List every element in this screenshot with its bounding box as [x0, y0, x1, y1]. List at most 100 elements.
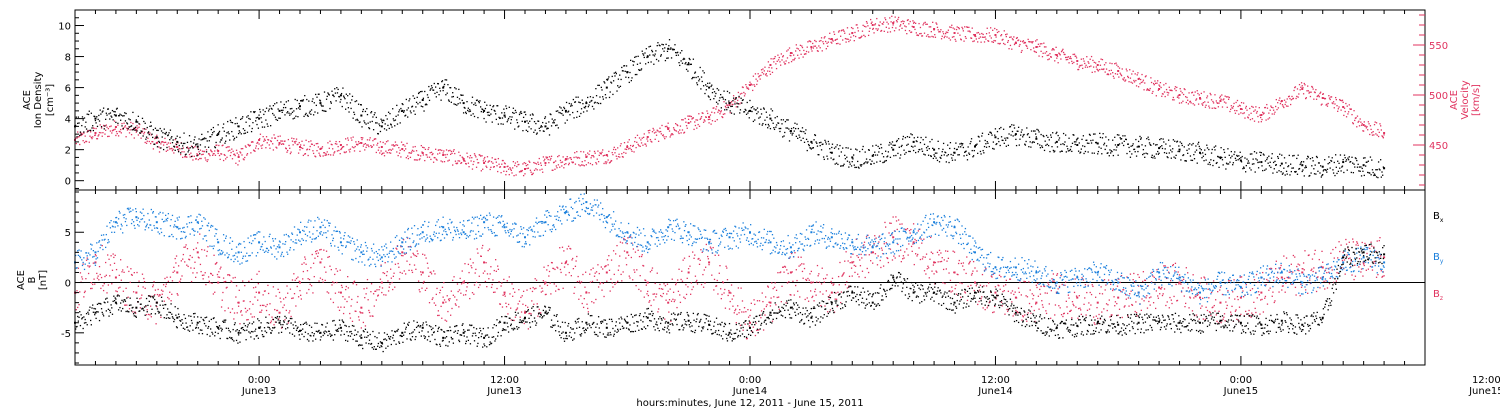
velocity-dot: [194, 146, 195, 147]
density-dot: [717, 103, 718, 104]
density-dot: [1372, 169, 1373, 170]
density-dot: [979, 140, 980, 141]
bz-dot: [286, 310, 287, 311]
velocity-dot: [656, 135, 657, 136]
density-dot: [831, 147, 832, 148]
velocity-dot: [745, 93, 746, 94]
velocity-dot: [1282, 104, 1283, 105]
velocity-dot: [878, 28, 879, 29]
velocity-dot: [481, 170, 482, 171]
velocity-dot: [279, 143, 280, 144]
velocity-dot: [125, 136, 126, 137]
bz-dot: [666, 293, 667, 294]
velocity-dot: [558, 164, 559, 165]
velocity-dot: [977, 41, 978, 42]
velocity-dot: [389, 152, 390, 153]
density-dot: [1167, 157, 1168, 158]
velocity-dot: [476, 167, 477, 168]
velocity-dot: [1229, 111, 1230, 112]
density-dot: [943, 143, 944, 144]
bz-dot: [249, 308, 250, 309]
velocity-dot: [952, 37, 953, 38]
bz-dot: [149, 314, 150, 315]
velocity-dot: [484, 157, 485, 158]
bz-dot: [579, 281, 580, 282]
velocity-dot: [1255, 109, 1256, 110]
bz-dot: [514, 292, 515, 293]
bz-dot: [392, 289, 393, 290]
velocity-dot: [837, 39, 838, 40]
bz-dot: [223, 277, 224, 278]
density-dot: [257, 117, 258, 118]
bz-dot: [201, 249, 202, 250]
bz-dot: [416, 256, 417, 257]
density-dot: [267, 126, 268, 127]
bz-dot: [106, 292, 107, 293]
bz-dot: [292, 279, 293, 280]
velocity-dot: [1046, 51, 1047, 52]
density-dot: [451, 102, 452, 103]
density-dot: [1186, 160, 1187, 161]
bz-dot: [364, 297, 365, 298]
velocity-dot: [933, 29, 934, 30]
velocity-dot: [320, 156, 321, 157]
velocity-dot: [1240, 112, 1241, 113]
density-dot: [368, 123, 369, 124]
velocity-dot: [158, 146, 159, 147]
velocity-dot: [368, 144, 369, 145]
velocity-dot: [1006, 33, 1007, 34]
bz-dot: [100, 274, 101, 275]
velocity-dot: [510, 169, 511, 170]
density-dot: [462, 100, 463, 101]
density-dot: [906, 145, 907, 146]
density-dot: [640, 63, 641, 64]
density-dot: [357, 120, 358, 121]
velocity-dot: [478, 162, 479, 163]
velocity-dot: [795, 50, 796, 51]
velocity-dot: [1100, 59, 1101, 60]
density-dot: [648, 62, 649, 63]
bz-dot: [291, 298, 292, 299]
density-dot: [1093, 133, 1094, 134]
velocity-dot: [805, 53, 806, 54]
velocity-dot: [196, 153, 197, 154]
density-dot: [389, 128, 390, 129]
density-dot: [361, 104, 362, 105]
density-dot: [243, 128, 244, 129]
bz-dot: [563, 250, 564, 251]
velocity-dot: [584, 160, 585, 161]
bz-dot: [581, 281, 582, 282]
density-dot: [561, 113, 562, 114]
density-dot: [372, 116, 373, 117]
velocity-dot: [423, 147, 424, 148]
density-dot: [1189, 143, 1190, 144]
bz-dot: [122, 269, 123, 270]
density-dot: [1218, 167, 1219, 168]
velocity-dot: [403, 144, 404, 145]
density-dot: [1312, 157, 1313, 158]
density-dot: [511, 119, 512, 120]
density-dot: [889, 142, 890, 143]
bz-dot: [608, 264, 609, 265]
density-dot: [518, 125, 519, 126]
velocity-dot: [287, 150, 288, 151]
bz-dot: [132, 311, 133, 312]
bz-dot: [290, 316, 291, 317]
velocity-dot: [703, 122, 704, 123]
density-dot: [1293, 155, 1294, 156]
velocity-dot: [1072, 63, 1073, 64]
bz-dot: [387, 280, 388, 281]
density-dot: [208, 147, 209, 148]
bz-dot: [323, 249, 324, 250]
velocity-dot: [1116, 64, 1117, 65]
bz-dot: [208, 276, 209, 277]
velocity-dot: [385, 143, 386, 144]
bz-dot: [573, 268, 574, 269]
bz-dot: [290, 288, 291, 289]
bz-dot: [207, 246, 208, 247]
density-dot: [124, 112, 125, 113]
density-dot: [162, 136, 163, 137]
density-dot: [754, 119, 755, 120]
velocity-dot: [1269, 117, 1270, 118]
velocity-dot: [1212, 101, 1213, 102]
